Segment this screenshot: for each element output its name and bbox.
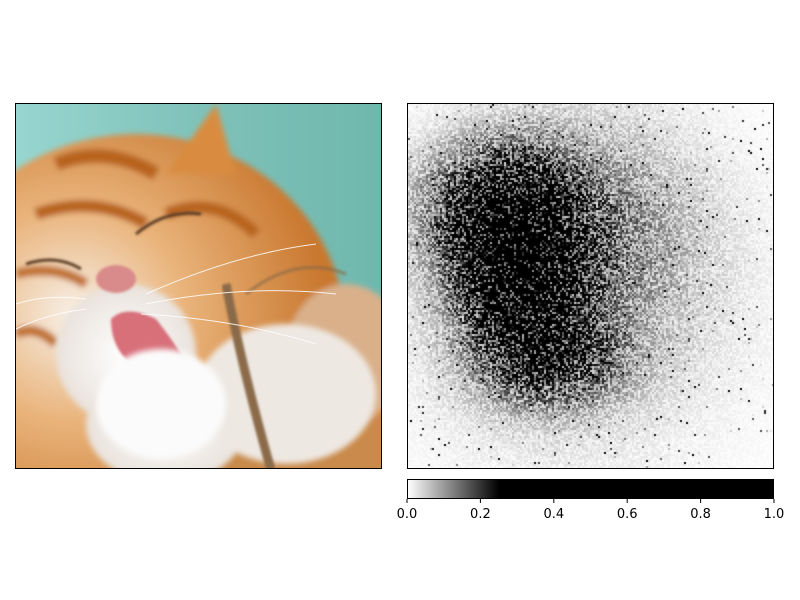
saliency-heatmap: [408, 104, 773, 468]
colorbar-tick-label: 0.2: [470, 507, 491, 522]
colorbar: [407, 479, 774, 499]
colorbar-tick-label: 1.0: [764, 507, 785, 522]
saliency-map-panel: [407, 103, 774, 469]
colorbar-tick-label: 0.0: [397, 507, 418, 522]
colorbar-tick-label: 0.6: [617, 507, 638, 522]
colorbar-gradient: [407, 479, 774, 499]
cat-photo-panel: [15, 103, 382, 469]
colorbar-tick-label: 0.8: [690, 507, 711, 522]
colorbar-tick-label: 0.4: [543, 507, 564, 522]
cat-photo: [16, 104, 381, 468]
